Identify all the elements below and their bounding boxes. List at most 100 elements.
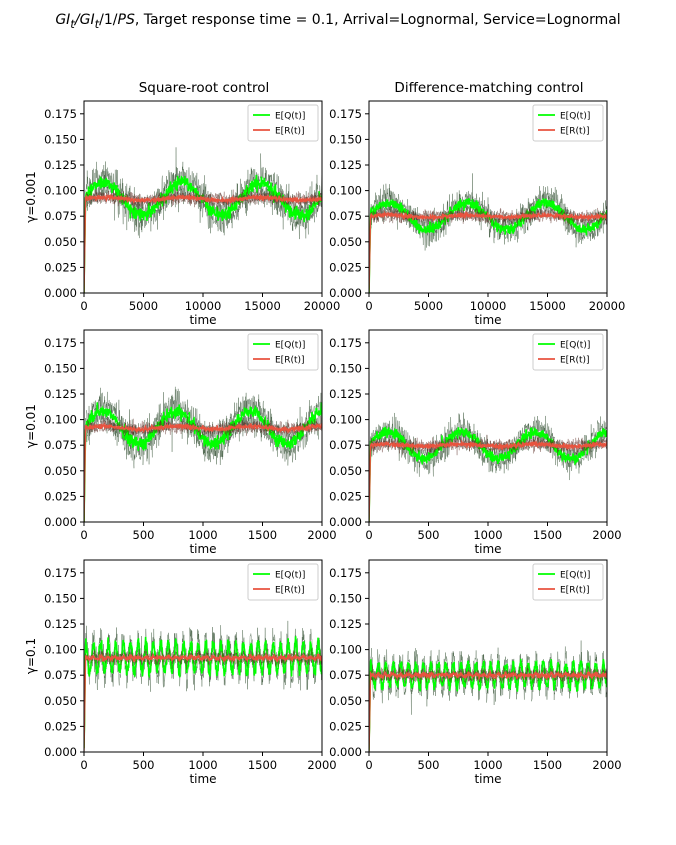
- y-tick-label: 0.125: [329, 158, 362, 172]
- y-tick-label: 0.100: [329, 184, 362, 198]
- x-tick-label: 10000: [185, 299, 222, 313]
- legend-label: E[Q(t)]: [560, 341, 590, 351]
- x-tick-label: 500: [418, 758, 440, 772]
- x-axis-label: time: [474, 313, 501, 327]
- legend-box: [247, 104, 319, 142]
- legend-label: E[R(t)]: [560, 127, 590, 137]
- x-tick-label: 2000: [592, 528, 621, 542]
- legend: E[Q(t)] E[R(t)]: [247, 104, 319, 142]
- y-tick-label: 0.000: [329, 515, 362, 529]
- x-tick-label: 1000: [188, 758, 217, 772]
- legend-label: E[Q(t)]: [275, 341, 305, 351]
- x-tick-label: 5000: [129, 299, 158, 313]
- chart-panel-row2-col1: 0.000 0.025 0.050 0.075 0.100 0.125 0.150 0.175…: [24, 329, 337, 556]
- y-tick-label: 0.125: [44, 387, 77, 401]
- chart-panel-row1-col1: 0.000 0.025 0.050 0.075 0.100 0.125 0.150 0.175…: [24, 100, 341, 327]
- x-tick-label: 15000: [529, 299, 566, 313]
- x-axis-label: time: [474, 772, 501, 786]
- series-ert: [369, 205, 607, 293]
- y-tick-label: 0.125: [329, 617, 362, 631]
- x-tick-label: 2000: [592, 758, 621, 772]
- series-line: [369, 668, 607, 752]
- y-tick-label: 0.100: [329, 643, 362, 657]
- column-title-square-root: Square-root control: [138, 80, 270, 96]
- y-tick-label: 0.075: [44, 668, 77, 682]
- y-tick-label: 0.075: [329, 438, 362, 452]
- series-ert: [84, 648, 322, 752]
- legend-label: E[R(t)]: [275, 586, 305, 596]
- y-tick-label: 0.175: [329, 336, 362, 350]
- series-noise-upper: [84, 620, 322, 749]
- y-tick-label: 0.025: [44, 719, 77, 733]
- series-ert: [84, 415, 322, 522]
- y-tick-label: 0.050: [329, 235, 362, 249]
- y-tick-label: 0.000: [329, 745, 362, 759]
- y-tick-label: 0.125: [44, 158, 77, 172]
- x-axis-label: time: [474, 542, 501, 556]
- x-tick-label: 20000: [589, 299, 626, 313]
- y-tick-label: 0.025: [329, 489, 362, 503]
- series-eqt: [369, 412, 607, 522]
- series-line: [84, 636, 322, 749]
- y-tick-label: 0.150: [44, 132, 77, 146]
- y-tick-label: 0.175: [44, 566, 77, 580]
- series-line: [84, 193, 322, 293]
- x-tick-label: 500: [418, 528, 440, 542]
- y-tick-label: 0.050: [44, 694, 77, 708]
- x-tick-label: 1000: [188, 528, 217, 542]
- x-tick-label: 20000: [304, 299, 341, 313]
- y-tick-label: 0.075: [44, 438, 77, 452]
- series-ert: [369, 664, 607, 752]
- legend-label: E[R(t)]: [560, 356, 590, 366]
- series-line: [84, 652, 322, 751]
- series-noise-upper: [369, 434, 607, 516]
- y-tick-label: 0.150: [44, 591, 77, 605]
- y-tick-label: 0.025: [44, 260, 77, 274]
- legend-label: E[Q(t)]: [275, 571, 305, 581]
- series-line: [369, 210, 607, 293]
- legend: E[Q(t)] E[R(t)]: [532, 333, 604, 371]
- y-tick-label: 0.175: [329, 107, 362, 121]
- legend: E[Q(t)] E[R(t)]: [532, 104, 604, 142]
- legend-label: E[Q(t)]: [560, 112, 590, 122]
- legend-box: [532, 104, 604, 142]
- y-tick-label: 0.150: [44, 361, 77, 375]
- x-tick-label: 500: [133, 528, 155, 542]
- x-axis-label: time: [189, 542, 216, 556]
- y-tick-label: 0.150: [329, 591, 362, 605]
- y-tick-label: 0.100: [44, 643, 77, 657]
- y-tick-label: 0.175: [44, 336, 77, 350]
- y-tick-label: 0.125: [329, 387, 362, 401]
- x-tick-label: 0: [80, 299, 87, 313]
- y-tick-label: 0.175: [329, 566, 362, 580]
- y-tick-label: 0.100: [44, 413, 77, 427]
- legend-box: [247, 563, 319, 601]
- y-tick-label: 0.000: [329, 286, 362, 300]
- series-line: [369, 658, 607, 751]
- x-axis-label: time: [189, 313, 216, 327]
- y-tick-label: 0.000: [44, 286, 77, 300]
- series-line: [369, 439, 607, 522]
- x-tick-label: 0: [365, 758, 372, 772]
- y-tick-label: 0.100: [44, 184, 77, 198]
- column-title-difference-matching: Difference-matching control: [394, 80, 584, 96]
- legend-label: E[R(t)]: [275, 127, 305, 137]
- series-noise-lower: [369, 443, 607, 522]
- x-tick-label: 2000: [307, 528, 336, 542]
- x-tick-label: 5000: [414, 299, 443, 313]
- series-eqt: [369, 640, 607, 752]
- y-axis-label: γ=0.001: [24, 171, 38, 223]
- chart-panel-row3-col1: 0.000 0.025 0.050 0.075 0.100 0.125 0.150 0.175…: [24, 559, 337, 786]
- legend-box: [532, 563, 604, 601]
- legend-label: E[Q(t)]: [560, 571, 590, 581]
- x-axis-label: time: [189, 772, 216, 786]
- y-tick-label: 0.175: [44, 107, 77, 121]
- y-tick-label: 0.075: [329, 209, 362, 223]
- chart-panel-row1-col2: 0.000 0.025 0.050 0.075 0.100 0.125 0.150 0.175…: [329, 100, 626, 327]
- series-noise-lower: [84, 425, 322, 522]
- y-tick-label: 0.000: [44, 745, 77, 759]
- legend: E[Q(t)] E[R(t)]: [532, 563, 604, 601]
- legend-box: [532, 333, 604, 371]
- legend-box: [247, 333, 319, 371]
